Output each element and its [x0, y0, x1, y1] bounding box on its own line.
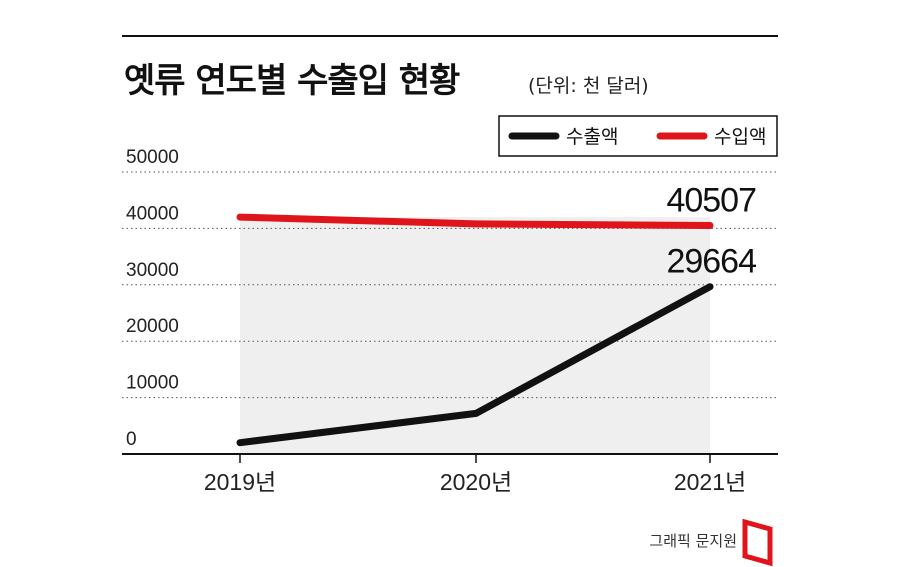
unit-note: (단위: 천 달러) — [528, 75, 649, 97]
x-axis — [122, 453, 778, 463]
y-tick-labels: 0 10000 20000 30000 40000 50000 — [126, 147, 179, 450]
y-tick-label: 50000 — [126, 147, 179, 168]
y-tick-label: 20000 — [126, 316, 179, 337]
plot-background — [240, 217, 710, 454]
chart-title: 옛류 연도별 수출입 현황 — [124, 61, 460, 101]
data-label: 29664 — [666, 243, 756, 281]
y-tick-label: 40000 — [126, 203, 179, 224]
legend-label-export: 수출액 — [566, 126, 618, 148]
x-tick-label: 2019년 — [204, 469, 276, 495]
shaded-area — [240, 217, 710, 454]
data-labels: 40507 29664 — [666, 182, 757, 281]
newspaper-logo-icon — [742, 518, 773, 567]
series-line-import — [236, 213, 714, 229]
y-tick-label: 30000 — [126, 260, 179, 281]
x-tick-labels: 2019년 2020년 2021년 — [204, 469, 746, 495]
gridlines — [122, 171, 778, 399]
credit-text: 그래픽 문지원 — [649, 532, 737, 550]
x-tick-label: 2021년 — [674, 469, 746, 495]
data-label: 40507 — [666, 182, 756, 220]
series-lines — [236, 213, 714, 447]
y-tick-label: 10000 — [126, 373, 179, 394]
y-tick-label: 0 — [126, 429, 137, 450]
x-tick-label: 2020년 — [440, 469, 512, 495]
series-line-export — [236, 283, 714, 447]
legend: 수출액 수입액 — [498, 115, 778, 157]
legend-label-import: 수입액 — [714, 126, 766, 148]
